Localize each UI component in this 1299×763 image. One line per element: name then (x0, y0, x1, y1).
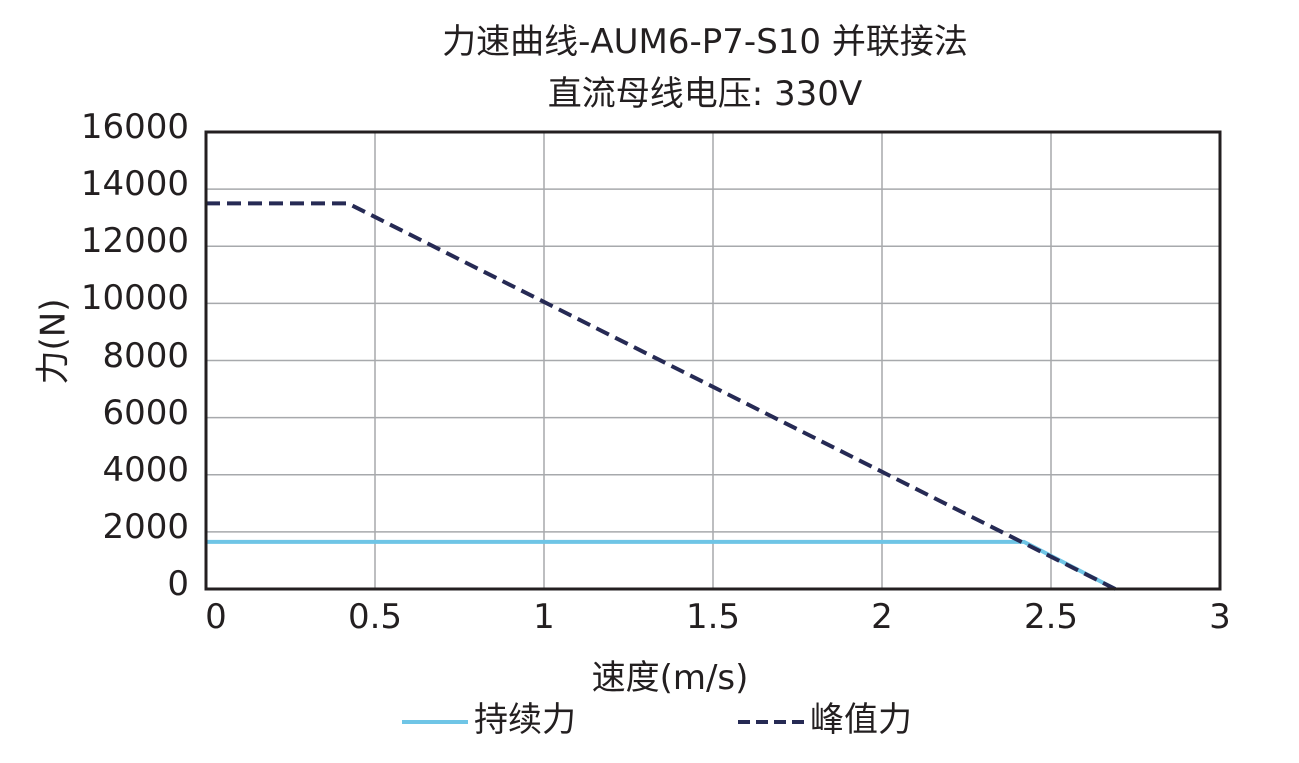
chart-subtitle: 直流母线电压: 330V (547, 74, 863, 114)
legend-peak-label: 峰值力 (810, 700, 912, 740)
x-tick-label: 0.5 (347, 597, 403, 637)
y-tick-label: 2000 (102, 506, 189, 547)
y-tick-label: 12000 (80, 221, 189, 262)
continuous-force-line (206, 539, 1117, 591)
x-tick-label: 2 (871, 597, 893, 637)
x-tick-label: 0 (205, 597, 227, 637)
x-tick-label: 3 (1209, 597, 1231, 637)
y-axis-label: 力(N) (33, 298, 74, 385)
y-tick-label: 10000 (80, 278, 189, 319)
y-tick-label: 4000 (102, 449, 189, 490)
chart-title: 力速曲线-AUM6-P7-S10 并联接法 (442, 22, 968, 62)
y-tick-label: 8000 (102, 335, 189, 376)
y-tick-label: 0 (167, 564, 189, 604)
peak-force-line (206, 201, 1117, 591)
y-tick-label: 16000 (80, 107, 189, 147)
legend-continuous-label: 持续力 (474, 700, 576, 740)
y-tick-label: 6000 (102, 392, 189, 433)
y-tick-label: 14000 (80, 164, 189, 205)
x-tick-label: 2.5 (1023, 597, 1079, 637)
x-axis-label: 速度(m/s) (591, 658, 749, 698)
x-tick-label: 1.5 (685, 597, 741, 637)
x-tick-label: 1 (533, 597, 555, 637)
plot-frame (204, 130, 1222, 591)
